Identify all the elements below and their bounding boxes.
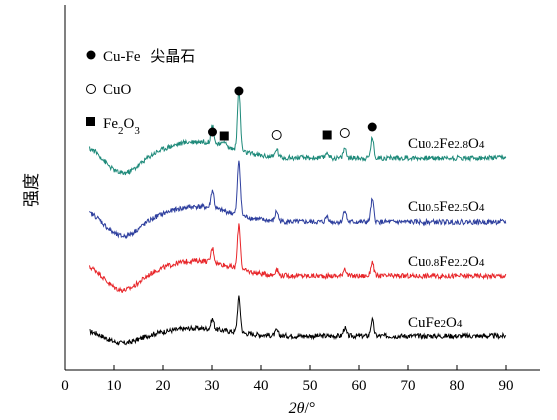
x-tick-label: 30 bbox=[205, 378, 220, 394]
series-label-cu02: Cu0.2Fe2.8O4 bbox=[408, 136, 485, 152]
x-tick-label: 60 bbox=[352, 378, 367, 394]
legend-marker-fe2o3 bbox=[86, 117, 95, 126]
series-label-cu05: Cu0.5Fe2.5O4 bbox=[408, 199, 485, 215]
peak-markers bbox=[207, 86, 377, 141]
series-label-cufe2o4: CuFe2O4 bbox=[408, 315, 463, 331]
series-line-Cu0.5Fe2.5O4 bbox=[89, 160, 507, 240]
legend-marker-spinel bbox=[86, 50, 96, 60]
series-line-Cu0.8Fe2.2O4 bbox=[89, 223, 507, 293]
x-tick-label: 80 bbox=[450, 378, 465, 394]
series-labels: Cu0.2Fe2.8O4 Cu0.5Fe2.5O4 Cu0.8Fe2.2O4 C… bbox=[408, 136, 485, 331]
peak-marker-filled-circle bbox=[367, 122, 377, 132]
x-ticks: 0 10 20 30 40 50 60 70 80 90 bbox=[61, 365, 514, 394]
x-tick-label: 90 bbox=[499, 378, 514, 394]
y-axis-title: 强度 bbox=[22, 173, 42, 207]
peak-marker-open-circle bbox=[271, 130, 282, 140]
legend-label-fe2o3: Fe2O3 bbox=[103, 116, 140, 137]
legend-label-spinel: Cu-Fe 尖晶石 bbox=[103, 47, 195, 65]
peak-marker-filled-square bbox=[219, 131, 229, 141]
x-tick-label: 10 bbox=[107, 378, 122, 394]
legend-label-cuo: CuO bbox=[103, 82, 132, 98]
x-tick-label: 50 bbox=[303, 378, 318, 394]
peak-marker-filled-square bbox=[322, 130, 332, 140]
x-axis-title: 2θ/° bbox=[289, 400, 316, 417]
legend: Cu-Fe 尖晶石 CuO Fe2O3 bbox=[86, 47, 195, 137]
series-layer bbox=[89, 92, 507, 346]
x-tick-label: 0 bbox=[61, 378, 69, 394]
x-tick-label: 20 bbox=[156, 378, 171, 394]
x-tick-label: 40 bbox=[254, 378, 269, 394]
series-label-cu08: Cu0.8Fe2.2O4 bbox=[408, 254, 485, 270]
legend-marker-cuo bbox=[86, 84, 96, 94]
peak-marker-filled-circle bbox=[207, 127, 217, 137]
x-tick-label: 70 bbox=[401, 378, 416, 394]
peak-marker-open-circle bbox=[339, 128, 350, 138]
peak-marker-filled-circle bbox=[234, 86, 244, 96]
series-line-CuFe2O4 bbox=[89, 295, 507, 346]
series-line-Cu0.2Fe2.8O4 bbox=[89, 92, 507, 176]
